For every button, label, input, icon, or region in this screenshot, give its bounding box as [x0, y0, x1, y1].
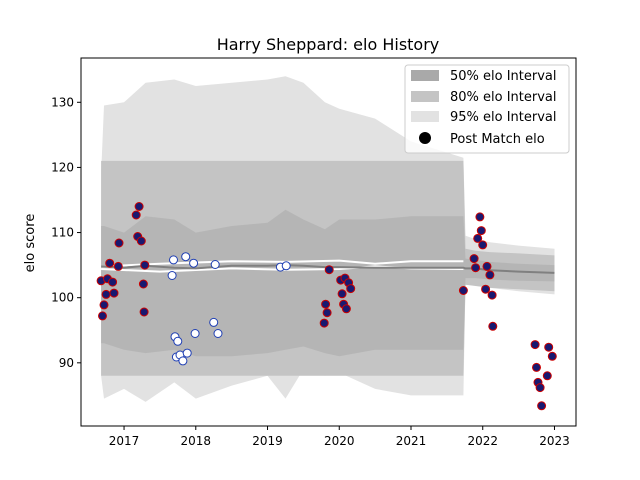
point-win-34: [478, 240, 488, 250]
point-win-46: [544, 342, 554, 352]
y-tick-label-100: 100: [51, 291, 74, 305]
point-loss-13: [213, 329, 223, 338]
point-win-9: [114, 238, 124, 248]
point-win-10: [131, 210, 141, 220]
point-loss-15: [281, 261, 291, 271]
point-win-37: [485, 270, 495, 280]
point-win-35: [481, 284, 491, 294]
legend-swatch-50: [411, 70, 439, 81]
point-win-16: [140, 260, 150, 270]
y-tick-label-90: 90: [59, 356, 74, 370]
point-win-38: [487, 290, 497, 300]
point-win-30: [471, 263, 481, 273]
point-win-1: [98, 311, 107, 321]
legend-box: [404, 64, 570, 154]
point-win-19: [322, 308, 332, 318]
x-tick-label-2020: 2020: [324, 434, 355, 448]
point-win-14: [138, 279, 148, 289]
point-win-45: [542, 371, 552, 381]
plot-area: [96, 76, 557, 411]
point-win-2: [99, 300, 109, 310]
point-win-5: [105, 258, 115, 268]
point-win-40: [530, 340, 540, 350]
post-match-points: [96, 202, 557, 411]
point-win-39: [488, 321, 498, 331]
point-win-13: [136, 236, 146, 246]
point-win-33: [476, 226, 486, 236]
point-win-47: [547, 351, 557, 361]
legend-label-50: 50% elo Interval: [450, 69, 557, 84]
plot-frame: [80, 57, 577, 427]
point-win-12: [134, 202, 144, 211]
legend-label-95: 95% elo Interval: [450, 110, 557, 125]
legend-swatch-95: [411, 111, 439, 122]
point-loss-12: [210, 260, 220, 269]
x-tick-label-2019: 2019: [252, 434, 283, 448]
point-win-36: [482, 261, 492, 271]
point-win-43: [535, 383, 545, 393]
point-win-18: [321, 299, 331, 309]
point-win-44: [537, 401, 547, 411]
point-win-15: [139, 307, 149, 317]
point-win-8: [113, 261, 123, 271]
point-win-27: [346, 284, 356, 294]
x-tick-label-2021: 2021: [396, 434, 427, 448]
chart-title: Harry Sheppard: elo History: [217, 35, 440, 54]
point-loss-9: [189, 258, 199, 268]
point-loss-7: [181, 252, 191, 262]
x-tick-label-2017: 2017: [109, 434, 140, 448]
y-axis-label: elo score: [23, 214, 38, 273]
legend-marker-post-match: [419, 132, 431, 144]
point-win-20: [324, 265, 334, 275]
x-tick-label-2022: 2022: [467, 434, 498, 448]
point-loss-11: [209, 317, 219, 327]
y-tick-label-130: 130: [51, 95, 74, 109]
point-win-22: [337, 289, 347, 299]
point-loss-8: [182, 348, 192, 358]
point-loss-1: [169, 255, 178, 265]
point-win-31: [473, 233, 483, 243]
legend-swatch-80: [411, 91, 439, 102]
legend-label-post-match: Post Match elo: [450, 132, 545, 147]
point-win-25: [341, 304, 351, 314]
point-loss-4: [173, 336, 183, 346]
x-tick-label-2018: 2018: [181, 434, 212, 448]
point-loss-6: [178, 356, 188, 366]
point-win-32: [475, 212, 485, 222]
x-axis: 2017 2018 2019 2020 2021 2022 2023: [109, 426, 570, 448]
y-tick-label-110: 110: [51, 226, 74, 240]
y-tick-label-120: 120: [51, 160, 74, 174]
y-axis: 90 100 110 120 130: [51, 95, 81, 370]
point-win-28: [458, 286, 468, 295]
point-win-29: [469, 254, 479, 264]
point-win-3: [101, 289, 111, 299]
point-win-6: [108, 277, 118, 287]
legend-label-80: 80% elo Interval: [450, 90, 557, 105]
point-loss-0: [167, 271, 177, 280]
point-win-41: [532, 362, 541, 372]
legend: 50% elo Interval 80% elo Interval 95% el…: [404, 64, 570, 154]
point-win-17: [319, 318, 329, 328]
point-win-7: [109, 288, 119, 298]
point-loss-10: [190, 329, 200, 338]
x-tick-label-2023: 2023: [539, 434, 570, 448]
